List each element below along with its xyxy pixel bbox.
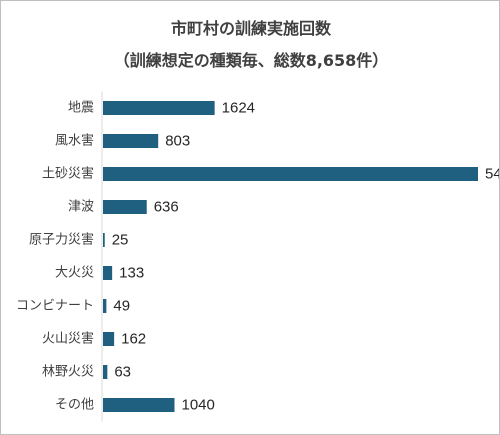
bar-4 <box>103 233 105 247</box>
value-label: 636 <box>154 199 179 216</box>
bar-8 <box>103 365 108 379</box>
bar-1 <box>103 134 159 148</box>
category-label: 火山災害 <box>42 331 94 347</box>
value-label: 1624 <box>222 100 255 117</box>
chart-subtitle: （訓練想定の種類毎、総数8,658件） <box>113 51 389 70</box>
bars-group <box>103 101 478 412</box>
bar-9 <box>103 398 175 412</box>
bar-3 <box>103 200 147 214</box>
chart-title: 市町村の訓練実施回数 <box>170 19 331 38</box>
category-label: 風水害 <box>55 133 94 149</box>
value-label: 162 <box>121 331 146 348</box>
category-label: 林野火災 <box>42 365 94 380</box>
value-label: 63 <box>114 364 131 381</box>
bar-6 <box>103 299 107 313</box>
category-label: 大火災 <box>55 266 94 281</box>
value-label: 133 <box>119 265 144 282</box>
value-label: 803 <box>165 133 190 150</box>
bar-0 <box>103 101 215 115</box>
value-labels-group: 1624 803 5455 636 25 133 49 162 63 1040 <box>112 100 499 414</box>
value-label: 1040 <box>181 397 214 414</box>
category-label: 原子力災害 <box>29 232 94 248</box>
value-label: 49 <box>113 298 130 315</box>
category-label: 土砂災害 <box>42 166 94 182</box>
category-label: その他 <box>55 398 94 413</box>
bar-5 <box>103 266 113 280</box>
value-label: 5455 <box>485 166 499 183</box>
value-label: 25 <box>112 232 129 249</box>
category-label: コンビナート <box>16 299 94 314</box>
bar-7 <box>103 332 115 346</box>
category-label: 津波 <box>68 200 94 215</box>
category-label: 地震 <box>68 101 94 116</box>
bar-2 <box>103 167 478 181</box>
